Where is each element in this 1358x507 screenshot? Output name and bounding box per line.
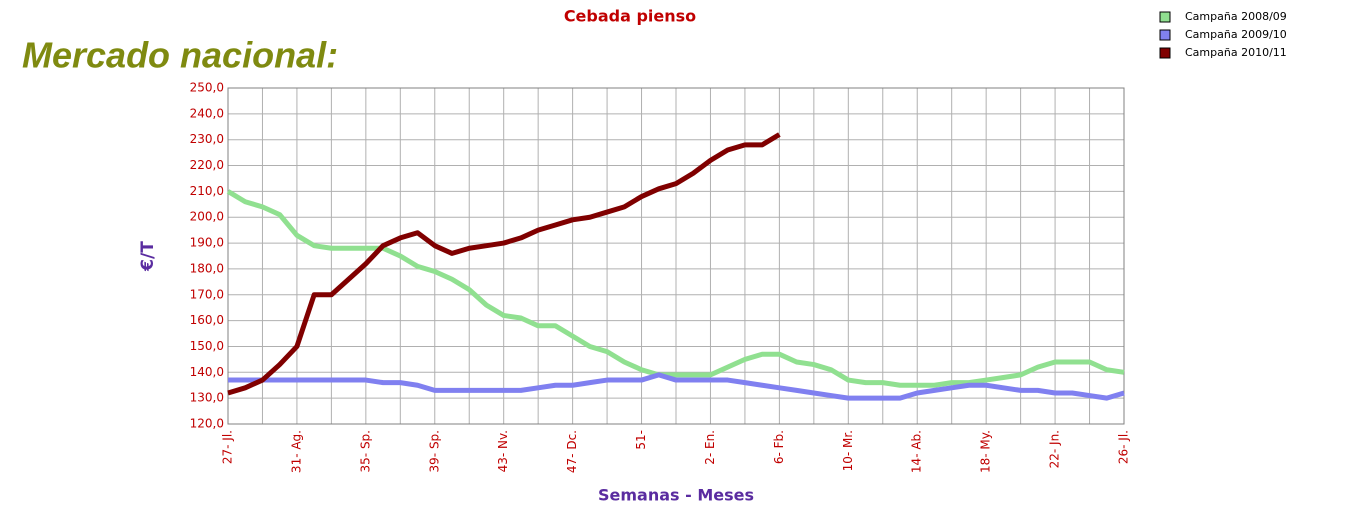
- x-tick-label: 10- Mr.: [841, 430, 855, 471]
- x-tick-label: 2- En.: [703, 430, 717, 465]
- y-tick-label: 180,0: [190, 261, 224, 275]
- x-tick-label: 14- Ab.: [910, 430, 924, 473]
- y-tick-label: 220,0: [190, 158, 224, 172]
- y-tick-label: 120,0: [190, 417, 224, 431]
- y-axis-label: €/T: [138, 241, 158, 272]
- x-tick-label: 18- My.: [979, 430, 993, 473]
- y-tick-label: 130,0: [190, 391, 224, 405]
- x-tick-label: 35- Sp.: [358, 430, 372, 472]
- y-tick-label: 230,0: [190, 132, 224, 146]
- legend-swatch: [1159, 11, 1171, 23]
- legend-label: Campaña 2008/09: [1185, 10, 1287, 23]
- y-tick-label: 140,0: [190, 365, 224, 379]
- x-tick-label: 51-: [634, 430, 648, 450]
- x-tick-label: 27- Jl.: [221, 430, 235, 464]
- y-tick-label: 250,0: [190, 81, 224, 95]
- y-tick-label: 160,0: [190, 313, 224, 327]
- chart-title: Cebada pienso: [564, 7, 696, 26]
- y-tick-label: 210,0: [190, 184, 224, 198]
- series-line: [227, 132, 781, 396]
- y-tick-label: 240,0: [190, 106, 224, 120]
- x-tick-label: 22- Jn.: [1048, 430, 1062, 468]
- x-tick-label: 6- Fb.: [772, 430, 786, 464]
- x-tick-label: 43- Nv.: [496, 430, 510, 472]
- legend-swatch: [1159, 29, 1171, 41]
- x-tick-label: 31- Ag.: [289, 430, 303, 473]
- plot-frame: [227, 87, 1125, 425]
- y-tick-label: 190,0: [190, 236, 224, 250]
- legend-label: Campaña 2009/10: [1185, 28, 1287, 41]
- y-tick-label: 170,0: [190, 287, 224, 301]
- x-tick-label: 47- Dc.: [565, 430, 579, 473]
- series-line: [228, 372, 1125, 401]
- page-heading: Mercado nacional:: [22, 35, 338, 76]
- x-tick-label: 39- Sp.: [427, 430, 441, 472]
- legend-swatch: [1159, 47, 1171, 59]
- y-tick-label: 150,0: [190, 339, 224, 353]
- legend-label: Campaña 2010/11: [1185, 46, 1287, 59]
- y-tick-label: 200,0: [190, 210, 224, 224]
- x-axis-label: Semanas - Meses: [598, 486, 754, 505]
- x-tick-label: 26- Jl.: [1117, 430, 1131, 464]
